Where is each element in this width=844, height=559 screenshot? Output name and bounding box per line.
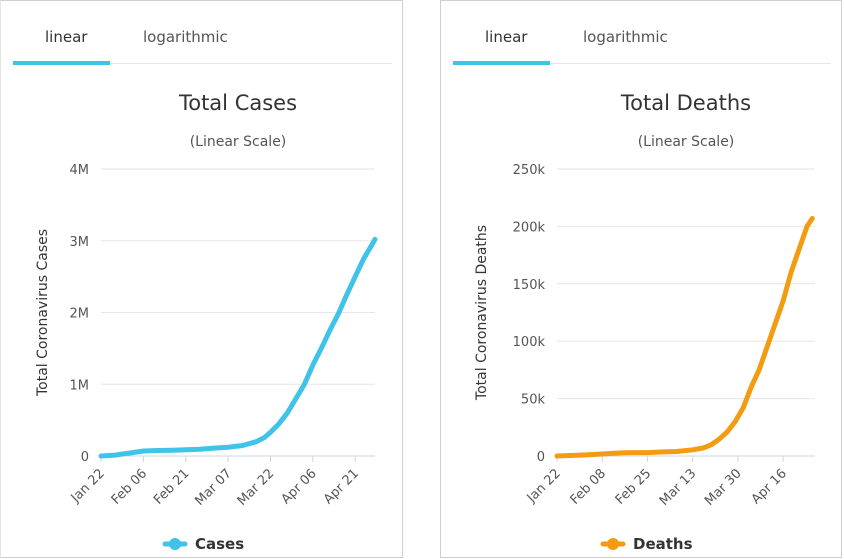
tab-linear[interactable]: linear bbox=[45, 28, 88, 46]
legend-marker bbox=[607, 538, 619, 550]
x-tick-label: Apr 06 bbox=[279, 466, 320, 507]
x-tick-label: Feb 25 bbox=[613, 466, 655, 508]
series-line bbox=[98, 236, 378, 459]
x-tick-label: Mar 30 bbox=[702, 466, 745, 509]
y-tick-label: 1M bbox=[70, 378, 90, 393]
chart-subtitle: (Linear Scale) bbox=[190, 134, 287, 150]
scale-tabs: linear logarithmic bbox=[453, 15, 831, 65]
y-tick-label: 2M bbox=[70, 307, 90, 322]
x-tick-label: Feb 06 bbox=[109, 466, 151, 508]
y-tick-label: 150k bbox=[513, 278, 546, 293]
x-tick-label: Mar 07 bbox=[192, 466, 235, 509]
tab-linear[interactable]: linear bbox=[485, 28, 528, 46]
chart-subtitle: (Linear Scale) bbox=[638, 134, 735, 150]
x-tick-label: Mar 13 bbox=[657, 466, 700, 509]
y-tick-label: 100k bbox=[513, 335, 546, 350]
tab-logarithmic[interactable]: logarithmic bbox=[583, 28, 668, 46]
y-axis-title: Total Coronavirus Deaths bbox=[474, 225, 490, 401]
chart-title: Total Cases bbox=[178, 91, 297, 115]
x-tick-label: Jan 22 bbox=[524, 466, 564, 506]
tab-logarithmic[interactable]: logarithmic bbox=[143, 28, 228, 46]
y-tick-label: 0 bbox=[537, 450, 545, 465]
scale-tabs: linear logarithmic bbox=[13, 15, 392, 65]
x-tick-label: Mar 22 bbox=[235, 466, 278, 509]
active-tab-indicator bbox=[13, 61, 110, 65]
chart-title: Total Deaths bbox=[620, 91, 751, 115]
deaths-chart-panel: linear logarithmic Total Deaths (Linear S… bbox=[440, 0, 842, 558]
cases-chart-panel: linear logarithmic Total Cases (Linear Sc… bbox=[0, 0, 403, 558]
y-tick-label: 4M bbox=[70, 163, 90, 178]
legend-label: Cases bbox=[195, 535, 244, 553]
x-tick-label: Jan 22 bbox=[68, 466, 108, 506]
x-tick-label: Apr 16 bbox=[749, 466, 790, 507]
x-tick-label: Feb 08 bbox=[568, 466, 610, 508]
legend-marker bbox=[169, 538, 181, 550]
y-tick-label: 50k bbox=[521, 393, 546, 408]
y-tick-label: 250k bbox=[513, 163, 546, 178]
legend-label: Deaths bbox=[633, 535, 693, 553]
x-tick-label: Feb 21 bbox=[151, 466, 193, 508]
deaths-chart: Total Deaths (Linear Scale) 0 50k 100k 150k 20… bbox=[474, 91, 815, 553]
cases-chart: Total Cases (Linear Scale) 0 1M 2M 3M 4M Total … bbox=[35, 91, 378, 553]
y-axis-title: Total Coronavirus Cases bbox=[35, 229, 51, 397]
series-line bbox=[554, 215, 815, 459]
y-tick-label: 0 bbox=[81, 450, 89, 465]
x-tick-label: Apr 21 bbox=[321, 466, 362, 507]
y-tick-label: 200k bbox=[513, 220, 546, 235]
active-tab-indicator bbox=[453, 61, 550, 65]
y-tick-label: 3M bbox=[70, 235, 90, 250]
